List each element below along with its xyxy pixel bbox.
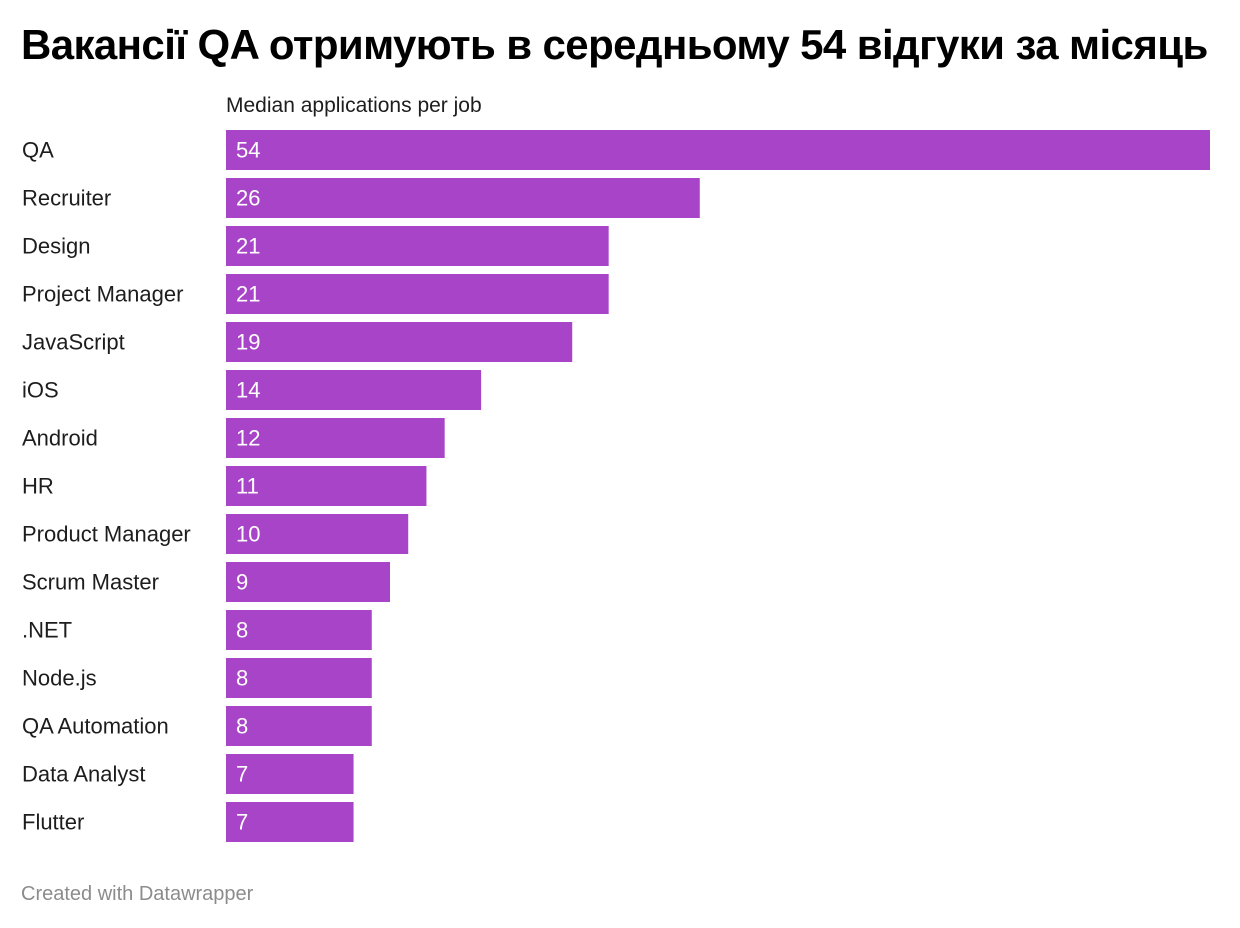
bar bbox=[226, 226, 609, 266]
bar-value-label: 21 bbox=[236, 234, 260, 259]
category-label: Product Manager bbox=[22, 522, 191, 547]
bar bbox=[226, 610, 372, 650]
bar bbox=[226, 322, 573, 362]
bar-row: QA Automation 8 bbox=[22, 706, 372, 746]
category-label: .NET bbox=[22, 618, 72, 643]
bar-value-label: 8 bbox=[236, 618, 248, 643]
bar-value-label: 8 bbox=[236, 714, 248, 739]
bar-row: Flutter 7 bbox=[22, 802, 354, 842]
category-label: Scrum Master bbox=[22, 570, 159, 595]
category-label: QA Automation bbox=[22, 714, 169, 739]
bar bbox=[226, 706, 372, 746]
bar-value-label: 11 bbox=[236, 474, 259, 499]
bar-row: Project Manager 21 bbox=[22, 274, 609, 314]
bar-value-label: 12 bbox=[236, 426, 260, 451]
category-label: Project Manager bbox=[22, 282, 183, 307]
chart-title: Вакансії QA отримують в середньому 54 ві… bbox=[21, 21, 1208, 68]
bar-value-label: 14 bbox=[236, 378, 260, 403]
bar-row: Scrum Master 9 bbox=[22, 562, 390, 602]
bar-row: JavaScript 19 bbox=[22, 322, 573, 362]
category-label: QA bbox=[22, 138, 54, 163]
bar bbox=[226, 802, 354, 842]
category-label: Android bbox=[22, 426, 98, 451]
bar-row: iOS 14 bbox=[22, 370, 482, 410]
bar bbox=[226, 418, 445, 458]
bar-row: Data Analyst 7 bbox=[22, 754, 354, 794]
bar-row: Android 12 bbox=[22, 418, 445, 458]
bar-row: Recruiter 26 bbox=[22, 178, 700, 218]
bar-value-label: 7 bbox=[236, 810, 248, 835]
category-label: Design bbox=[22, 234, 90, 259]
bar bbox=[226, 274, 609, 314]
bar bbox=[226, 466, 427, 506]
bar-value-label: 21 bbox=[236, 282, 260, 307]
category-label: Flutter bbox=[22, 810, 84, 835]
bar-value-label: 8 bbox=[236, 666, 248, 691]
bar-row: QA 54 bbox=[22, 130, 1210, 170]
bar bbox=[226, 130, 1210, 170]
bar-value-label: 19 bbox=[236, 330, 260, 355]
bar bbox=[226, 514, 409, 554]
bar-row: .NET 8 bbox=[22, 610, 372, 650]
bar-row: Design 21 bbox=[22, 226, 609, 266]
category-label: Recruiter bbox=[22, 186, 111, 211]
bar bbox=[226, 562, 390, 602]
category-label: Node.js bbox=[22, 666, 97, 691]
category-label: JavaScript bbox=[22, 330, 125, 355]
bar-value-label: 7 bbox=[236, 762, 248, 787]
bar bbox=[226, 658, 372, 698]
bar-row: Node.js 8 bbox=[22, 658, 372, 698]
category-label: Data Analyst bbox=[22, 762, 146, 787]
column-header: Median applications per job bbox=[226, 94, 482, 117]
bar-row: Product Manager 10 bbox=[22, 514, 409, 554]
bar-value-label: 9 bbox=[236, 570, 248, 595]
bar-value-label: 54 bbox=[236, 138, 260, 163]
bar-value-label: 10 bbox=[236, 522, 260, 547]
category-label: HR bbox=[22, 474, 54, 499]
credit-footer[interactable]: Created with Datawrapper bbox=[21, 883, 254, 905]
bar bbox=[226, 754, 354, 794]
category-label: iOS bbox=[22, 378, 59, 403]
bar-row: HR 11 bbox=[22, 466, 427, 506]
bar bbox=[226, 370, 482, 410]
bar bbox=[226, 178, 700, 218]
bar-value-label: 26 bbox=[236, 186, 260, 211]
